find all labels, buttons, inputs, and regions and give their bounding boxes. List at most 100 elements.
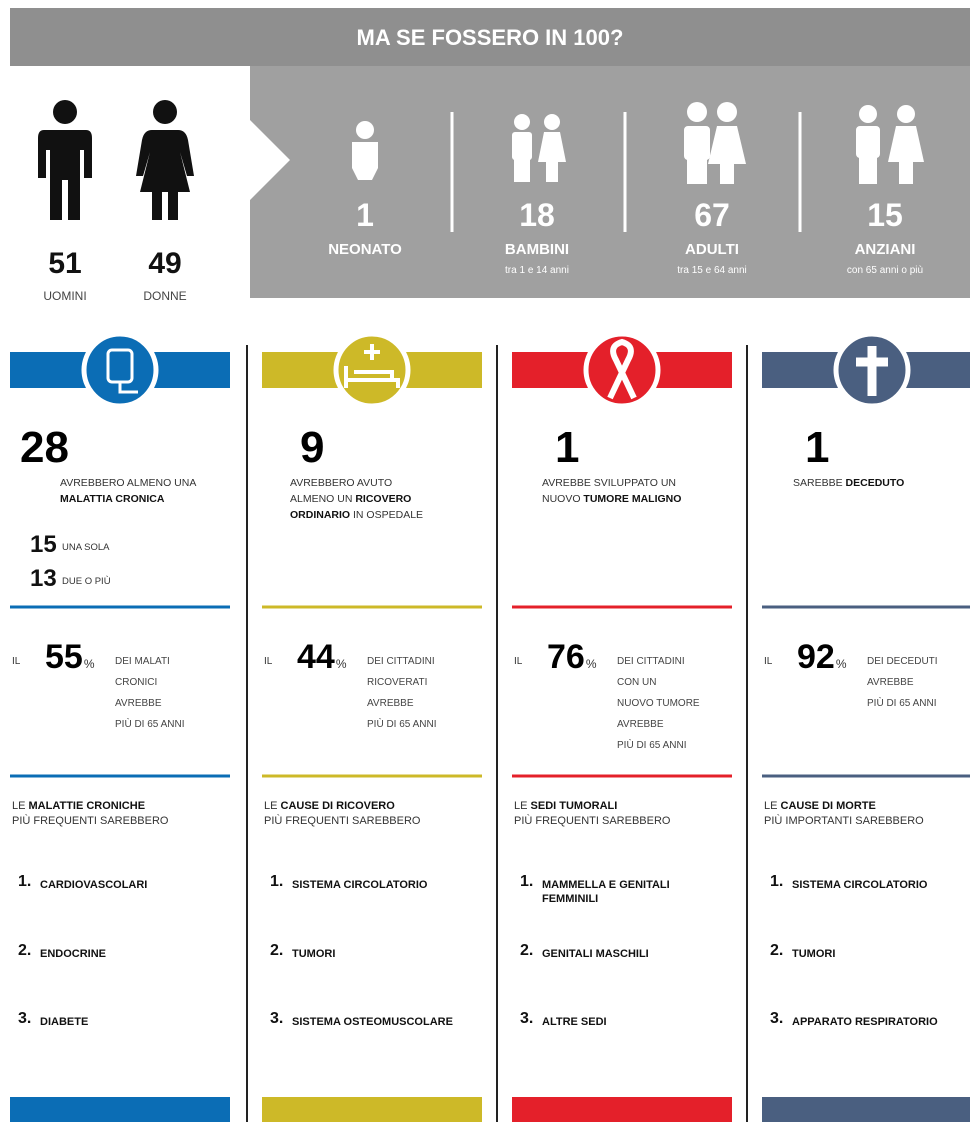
pct-text: PIÙ DI 65 ANNI [617,738,686,751]
age-label: ADULTI [685,241,739,258]
text-part: LE [764,800,781,812]
text-part: PIÙ FREQUENTI SAREBBERO [12,814,169,827]
column-foot [262,1097,482,1122]
pct-prefix: IL [12,656,21,667]
list-item: SISTEMA CIRCOLATORIO [292,879,428,891]
sub-value: 13 [30,565,57,592]
text-part: ORDINARIO [290,509,350,521]
text-part: AVREBBERO ALMENO UNA [60,477,196,489]
text-part: IN OSPEDALE [350,509,423,521]
pct-text: CRONICI [115,677,157,688]
pct-text: DEI MALATI [115,656,170,667]
pct-value: 44 [297,638,335,676]
column-value: 1 [805,423,829,472]
pct-text: PIÙ DI 65 ANNI [367,717,436,730]
column-text: MALATTIA CRONICA [60,493,165,505]
list-rank: 2. [770,942,783,959]
list-heading: PIÙ FREQUENTI SAREBBERO [264,814,421,827]
age-note: tra 1 e 14 anni [505,265,569,276]
text-part: LE [264,800,281,812]
text-part: MALATTIE CRONICHE [29,800,146,812]
gender-value: 49 [148,247,181,280]
age-note: tra 15 e 64 anni [677,265,747,276]
list-rank: 2. [270,942,283,959]
column-text: AVREBBERO ALMENO UNA [60,477,196,489]
list-item: TUMORI [792,948,835,960]
list-rank: 3. [18,1010,31,1027]
list-rank: 3. [770,1010,783,1027]
pct-text: PIÙ DI 65 ANNI [115,717,184,730]
list-heading: LE CAUSE DI MORTE [764,800,876,812]
list-rank: 2. [18,942,31,959]
column-text: ORDINARIO IN OSPEDALE [290,509,423,521]
list-item: APPARATO RESPIRATORIO [792,1016,938,1028]
list-heading: PIÙ FREQUENTI SAREBBERO [12,814,169,827]
column-text: AVREBBERO AVUTO [290,477,392,489]
text-part: AVREBBE SVILUPPATO UN [542,477,676,489]
age-panel [250,66,970,298]
list-rank: 3. [270,1010,283,1027]
pct-value: 55 [45,638,83,676]
pct-text: AVREBBE [115,698,162,709]
list-item: SISTEMA OSTEOMUSCOLARE [292,1016,453,1028]
man-icon [38,100,92,220]
sub-label: UNA SOLA [62,542,110,553]
pct-value: 76 [547,638,585,676]
column-icon [81,331,159,409]
sub-value: 15 [30,531,57,558]
list-heading: LE CAUSE DI RICOVERO [264,800,395,812]
list-item: GENITALI MASCHILI [542,948,649,960]
pct-prefix: IL [764,656,773,667]
pct-text: AVREBBE [867,677,914,688]
pct-prefix: IL [514,656,523,667]
pct-text: DEI CITTADINI [617,656,685,667]
text-part: LE [12,800,29,812]
pct-text: AVREBBE [367,698,414,709]
icon-glyph [856,346,888,396]
list-rank: 1. [520,873,533,890]
text-part: AVREBBERO AVUTO [290,477,392,489]
text-part: SAREBBE [793,477,846,489]
list-rank: 1. [18,873,31,890]
pct-text: PIÙ DI 65 ANNI [867,696,936,709]
age-value: 67 [694,197,730,233]
pct-text: AVREBBE [617,719,664,730]
text-part: PIÙ FREQUENTI SAREBBERO [514,814,671,827]
title: MA SE FOSSERO IN 100? [357,25,624,50]
age-value: 15 [867,197,903,233]
pct-text: DEI CITTADINI [367,656,435,667]
list-heading: LE SEDI TUMORALI [514,800,617,812]
text-part: RICOVERO [355,493,411,505]
header-band [10,8,970,66]
icon-glyph [118,382,138,394]
list-item: SISTEMA CIRCOLATORIO [792,879,928,891]
age-label: BAMBINI [505,241,569,258]
list-rank: 2. [520,942,533,959]
text-part: PIÙ IMPORTANTI SAREBBERO [764,814,924,827]
age-label: ANZIANI [855,241,916,258]
text-part: ALMENO UN [290,493,355,505]
pct-text: CON UN [617,677,656,688]
age-dividers [450,112,802,232]
text-part: MALATTIA CRONICA [60,493,165,505]
text-part: CAUSE DI MORTE [781,800,876,812]
column-text: SAREBBE DECEDUTO [793,477,904,489]
icon-glyph [364,344,380,360]
list-item: ENDOCRINE [40,948,106,960]
icon-glyph [344,366,400,388]
column-text: NUOVO TUMORE MALIGNO [542,493,681,505]
list-item: FEMMINILI [542,893,598,905]
pct-text: DEI DECEDUTI [867,656,938,667]
pct-text: RICOVERATI [367,677,427,688]
text-part: DECEDUTO [846,477,905,489]
age-value: 18 [519,197,555,233]
list-item: CARDIOVASCOLARI [40,879,147,891]
pct-unit: % [84,657,95,671]
list-heading: PIÙ IMPORTANTI SAREBBERO [764,814,924,827]
list-item: TUMORI [292,948,335,960]
pct-value: 92 [797,638,835,676]
text-part: LE [514,800,531,812]
pct-unit: % [586,657,597,671]
gender-label: UOMINI [43,289,86,303]
